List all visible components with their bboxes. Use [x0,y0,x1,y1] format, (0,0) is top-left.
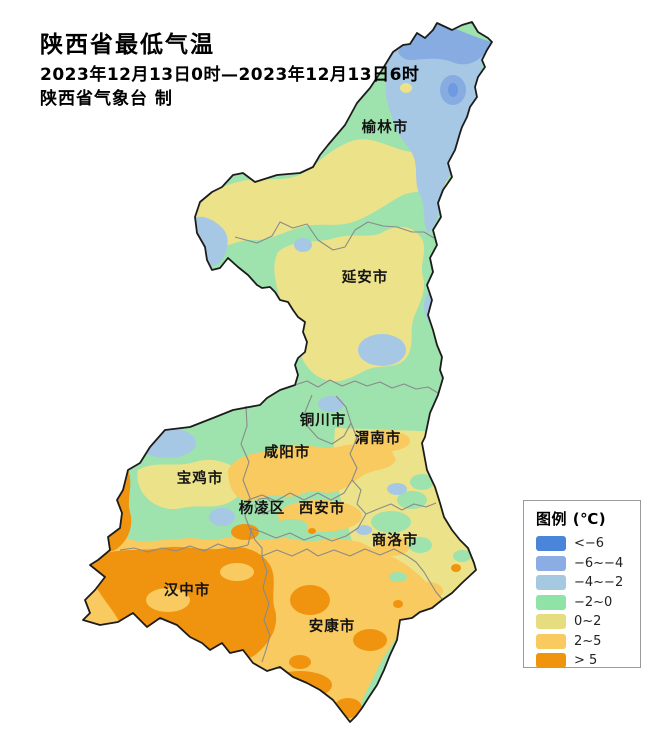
legend-swatch-2-5 [536,633,566,649]
legend-label: −6~−4 [574,555,624,571]
city-label-yanan: 延安市 [341,268,389,286]
legend-title: 图例 (℃) [536,510,607,528]
legend-swatch-neg6-neg4 [536,555,566,571]
legend-row: 0~2 [536,612,634,632]
province-outline [82,21,493,723]
city-label-tongchuan: 铜川市 [300,411,347,429]
title-block: 陕西省最低气温 2023年12月13日0时—2023年12月13日6时 陕西省气… [40,30,419,111]
legend-row: <−6 [536,534,634,554]
legend-label: −4~−2 [574,575,624,591]
city-label-yulin: 榆林市 [362,118,409,136]
legend-label: 0~2 [574,614,602,630]
legend-row: −2~0 [536,593,634,613]
valid-period: 2023年12月13日0时—2023年12月13日6时 [40,65,420,85]
legend: 图例 (℃) <−6 −6~−4 −4~−2 −2~0 0~2 2~5 > 5 [523,500,641,671]
city-label-baoji: 宝鸡市 [177,469,224,487]
city-labels: 榆林市 延安市 铜川市 渭南市 咸阳市 宝鸡市 杨凌区 西安市 商洛市 汉中市 … [164,118,419,635]
city-label-xian: 西安市 [299,499,346,517]
city-label-xianyang: 咸阳市 [264,443,311,461]
issuer-credit: 陕西省气象台 制 [40,89,173,109]
legend-swatch-gt5 [536,653,566,669]
legend-swatch-0-2 [536,614,566,630]
legend-row: > 5 [536,651,634,671]
city-label-weinan: 渭南市 [355,429,402,447]
legend-swatch-neg4-neg2 [536,575,566,591]
legend-label: −2~0 [574,594,613,610]
city-label-yangling: 杨凌区 [239,499,286,517]
legend-swatch-neg2-0 [536,594,566,610]
city-label-hanzhong: 汉中市 [164,581,211,599]
legend-label: 2~5 [574,633,602,649]
city-borders [119,221,443,663]
page-title: 陕西省最低气温 [40,32,215,58]
legend-row: −4~−2 [536,573,634,593]
city-label-shangluo: 商洛市 [372,531,419,549]
city-label-ankang: 安康市 [309,617,356,635]
legend-label: > 5 [574,653,598,669]
legend-row: −6~−4 [536,554,634,574]
legend-label: <−6 [574,536,605,552]
legend-row: 2~5 [536,632,634,652]
legend-swatch-lt-neg6 [536,536,566,552]
